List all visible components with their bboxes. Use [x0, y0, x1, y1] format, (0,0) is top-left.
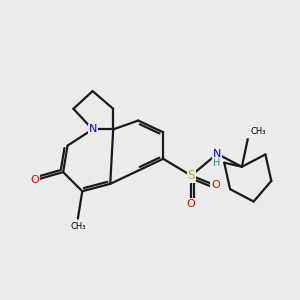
Text: O: O	[30, 175, 39, 185]
Text: O: O	[187, 199, 196, 208]
Text: N: N	[213, 149, 221, 159]
Text: H: H	[213, 158, 221, 168]
Text: CH₃: CH₃	[251, 127, 266, 136]
Text: S: S	[188, 169, 195, 182]
Text: N: N	[88, 124, 97, 134]
Text: O: O	[211, 180, 220, 190]
Text: CH₃: CH₃	[70, 222, 85, 231]
